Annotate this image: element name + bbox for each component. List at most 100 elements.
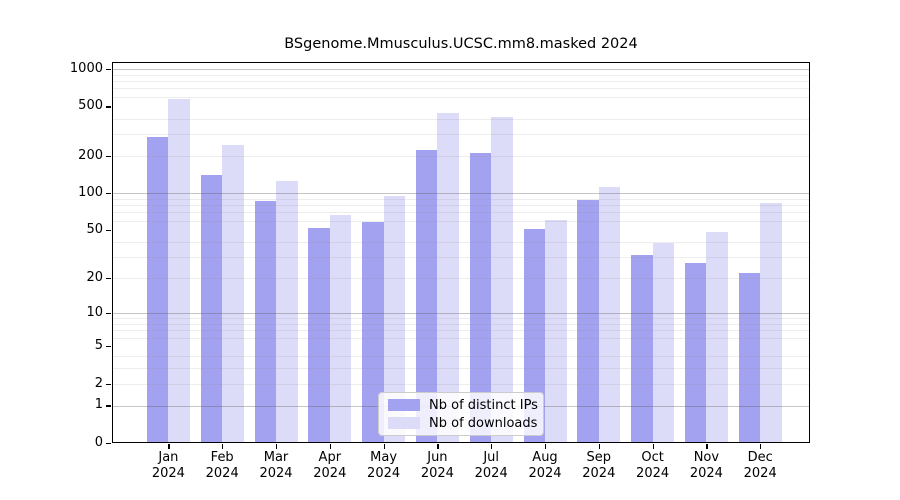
x-tick-label-oct: Oct 2024	[621, 450, 685, 482]
y-tick-mark	[106, 405, 111, 407]
year-label: 2024	[151, 466, 185, 481]
x-tick-label-jun: Jun 2024	[405, 450, 469, 482]
month-label: Aug	[532, 450, 558, 465]
year-label: 2024	[313, 466, 347, 481]
gridline-minor	[113, 205, 809, 207]
y-tick-label: 2	[94, 375, 103, 391]
month-label: May	[370, 450, 398, 465]
year-label: 2024	[743, 466, 777, 481]
gridline-major	[113, 313, 809, 315]
legend-entry-distinct-ips: Nb of distinct IPs	[388, 398, 538, 413]
gridline-minor	[113, 318, 809, 320]
bar-distinct-ips-may	[362, 222, 384, 442]
bar-distinct-ips-apr	[308, 228, 330, 442]
month-label: Apr	[318, 450, 342, 465]
x-tick-mark	[222, 444, 224, 449]
x-tick-label-aug: Aug 2024	[513, 450, 577, 482]
gridline-minor	[113, 96, 809, 98]
month-label: Sep	[586, 450, 612, 465]
y-tick-label: 500	[78, 98, 103, 114]
y-tick-mark	[106, 69, 111, 71]
bar-downloads-oct	[652, 243, 675, 442]
y-tick-mark	[106, 346, 111, 348]
y-tick-mark	[106, 313, 111, 315]
year-label: 2024	[205, 466, 239, 481]
y-tick-label: 20	[86, 270, 103, 286]
bar-downloads-jan	[168, 98, 190, 442]
y-tick-label: 200	[78, 147, 103, 163]
y-tick-mark	[106, 193, 111, 195]
x-tick-label-dec: Dec 2024	[728, 450, 792, 482]
y-tick-mark	[106, 155, 111, 158]
year-label: 2024	[259, 466, 293, 481]
year-label: 2024	[636, 466, 670, 481]
x-tick-label-may: May 2024	[352, 450, 416, 482]
plot-area	[112, 62, 810, 443]
gridline-minor	[113, 212, 809, 214]
bar-distinct-ips-jul	[469, 152, 492, 442]
x-tick-mark	[545, 444, 547, 449]
y-tick-mark	[106, 230, 111, 232]
gridline-minor	[113, 74, 809, 76]
legend-swatch-downloads	[388, 417, 420, 429]
x-tick-mark	[760, 444, 762, 449]
legend-swatch-distinct-ips	[388, 399, 420, 411]
bar-downloads-jul	[491, 116, 513, 442]
x-tick-mark	[491, 444, 493, 449]
legend: Nb of distinct IPs Nb of downloads	[378, 392, 544, 436]
bar-distinct-ips-nov	[684, 262, 707, 442]
legend-label-distinct-ips: Nb of distinct IPs	[429, 397, 538, 413]
bar-distinct-ips-aug	[523, 229, 545, 442]
y-tick-label: 1000	[69, 61, 103, 76]
legend-label-downloads: Nb of downloads	[429, 415, 538, 431]
year-label: 2024	[528, 466, 562, 481]
gridline-minor	[113, 118, 809, 120]
y-tick-label: 50	[86, 222, 103, 238]
bar-distinct-ips-sep	[577, 200, 599, 442]
gridline-minor	[113, 355, 809, 357]
bar-distinct-ips-dec	[738, 273, 761, 442]
y-tick-label: 0	[94, 435, 103, 450]
x-tick-mark	[437, 444, 439, 449]
bar-downloads-may	[383, 195, 406, 442]
chart-title: BSgenome.Mmusculus.UCSC.mm8.masked 2024	[284, 36, 638, 52]
month-label: Nov	[693, 450, 720, 465]
month-label: Oct	[641, 450, 664, 465]
x-tick-mark	[276, 444, 278, 449]
x-tick-mark	[598, 444, 600, 449]
x-tick-label-jul: Jul 2024	[459, 450, 523, 482]
bar-downloads-feb	[222, 145, 244, 442]
gridline-minor	[113, 257, 809, 259]
gridline-minor	[113, 368, 809, 369]
bar-downloads-apr	[329, 214, 352, 442]
gridline-minor	[113, 88, 809, 90]
month-label: Mar	[263, 450, 289, 465]
gridline-minor	[113, 383, 809, 385]
gridline-major	[113, 193, 809, 195]
gridline-minor	[113, 278, 809, 280]
x-tick-label-feb: Feb 2024	[190, 450, 254, 482]
bar-downloads-sep	[598, 187, 621, 442]
bar-distinct-ips-jun	[415, 149, 438, 442]
gridline-minor	[113, 134, 809, 136]
x-tick-label-nov: Nov 2024	[674, 450, 738, 482]
bar-distinct-ips-feb	[200, 175, 223, 442]
gridline-minor	[113, 81, 809, 83]
y-tick-mark	[106, 443, 111, 445]
gridline-minor	[113, 155, 809, 157]
x-tick-label-mar: Mar 2024	[244, 450, 308, 482]
year-label: 2024	[689, 466, 723, 481]
x-tick-label-jan: Jan 2024	[136, 450, 200, 482]
gridline-minor	[113, 242, 809, 243]
y-tick-mark	[106, 106, 111, 108]
gridline-minor	[113, 324, 809, 326]
month-label: Jul	[483, 450, 500, 465]
gridline-minor	[113, 330, 809, 332]
year-label: 2024	[367, 466, 401, 481]
y-tick-label: 100	[78, 185, 103, 201]
gridline-minor	[113, 220, 809, 222]
x-tick-mark	[706, 444, 708, 449]
x-tick-label-apr: Apr 2024	[298, 450, 362, 482]
y-tick-label: 10	[86, 305, 103, 321]
